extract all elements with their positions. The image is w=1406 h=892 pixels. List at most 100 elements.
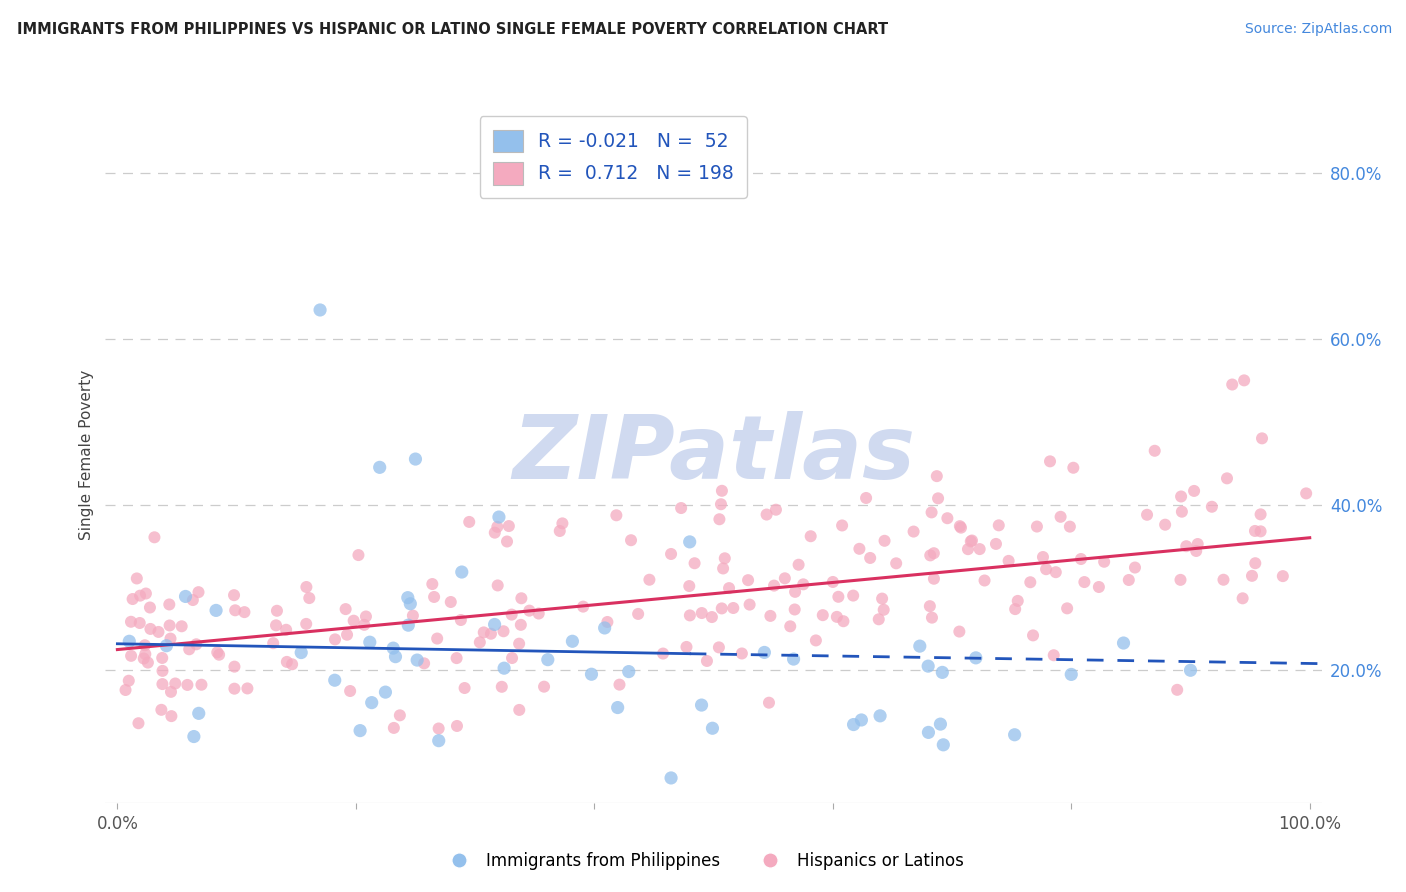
Point bbox=[908, 639, 931, 653]
Point bbox=[1039, 454, 1062, 468]
Point bbox=[354, 609, 377, 624]
Point bbox=[508, 703, 530, 717]
Point bbox=[396, 591, 419, 605]
Point bbox=[596, 615, 619, 629]
Point bbox=[1212, 573, 1234, 587]
Point bbox=[1233, 373, 1256, 387]
Point bbox=[606, 700, 628, 714]
Point bbox=[368, 460, 391, 475]
Point bbox=[548, 524, 571, 538]
Point bbox=[152, 664, 174, 678]
Point bbox=[323, 673, 346, 688]
Point bbox=[222, 588, 245, 602]
Point bbox=[1088, 580, 1111, 594]
Point bbox=[700, 610, 723, 624]
Point bbox=[468, 635, 491, 649]
Point bbox=[859, 551, 882, 566]
Point bbox=[450, 565, 472, 579]
Point bbox=[922, 572, 945, 586]
Point bbox=[759, 608, 782, 623]
Point bbox=[851, 713, 873, 727]
Point bbox=[183, 730, 205, 744]
Point bbox=[118, 634, 141, 648]
Point bbox=[572, 599, 595, 614]
Point bbox=[1295, 486, 1317, 500]
Point bbox=[399, 597, 422, 611]
Point bbox=[561, 634, 583, 648]
Point bbox=[501, 607, 523, 622]
Point bbox=[190, 678, 212, 692]
Point bbox=[479, 626, 502, 640]
Point bbox=[492, 624, 515, 639]
Point bbox=[160, 709, 183, 723]
Point bbox=[118, 673, 141, 688]
Point bbox=[187, 706, 209, 721]
Point bbox=[710, 483, 733, 498]
Point bbox=[821, 574, 844, 589]
Point bbox=[1250, 508, 1272, 522]
Point bbox=[125, 571, 148, 585]
Point bbox=[423, 590, 446, 604]
Point bbox=[1170, 573, 1192, 587]
Point bbox=[737, 573, 759, 587]
Point bbox=[755, 508, 778, 522]
Point bbox=[827, 590, 849, 604]
Point bbox=[842, 717, 865, 731]
Point bbox=[165, 676, 187, 690]
Point bbox=[869, 708, 891, 723]
Point bbox=[1049, 509, 1071, 524]
Point bbox=[1070, 552, 1092, 566]
Point bbox=[825, 610, 848, 624]
Point bbox=[917, 725, 939, 739]
Point bbox=[678, 579, 700, 593]
Point bbox=[925, 469, 948, 483]
Point bbox=[922, 546, 945, 560]
Point bbox=[754, 645, 776, 659]
Point bbox=[1244, 556, 1267, 570]
Point bbox=[458, 515, 481, 529]
Point bbox=[949, 519, 972, 533]
Point bbox=[1004, 728, 1026, 742]
Point bbox=[1250, 524, 1272, 539]
Point bbox=[1022, 628, 1045, 642]
Point bbox=[1118, 573, 1140, 587]
Point bbox=[207, 645, 229, 659]
Point bbox=[427, 733, 450, 747]
Point bbox=[783, 602, 806, 616]
Point bbox=[527, 607, 550, 621]
Point bbox=[960, 533, 983, 548]
Point bbox=[491, 680, 513, 694]
Point bbox=[723, 601, 745, 615]
Point bbox=[135, 586, 157, 600]
Point bbox=[170, 619, 193, 633]
Point bbox=[1026, 519, 1049, 533]
Point bbox=[696, 654, 718, 668]
Point bbox=[508, 637, 530, 651]
Point bbox=[484, 617, 506, 632]
Point bbox=[446, 651, 468, 665]
Point bbox=[517, 604, 540, 618]
Point bbox=[1171, 505, 1194, 519]
Point bbox=[831, 518, 853, 533]
Point bbox=[402, 608, 425, 623]
Point bbox=[1032, 549, 1054, 564]
Point bbox=[155, 639, 177, 653]
Point bbox=[956, 542, 979, 557]
Point bbox=[965, 651, 987, 665]
Point bbox=[134, 647, 156, 661]
Point bbox=[948, 624, 970, 639]
Point bbox=[128, 615, 150, 630]
Point bbox=[1143, 443, 1166, 458]
Point bbox=[537, 653, 560, 667]
Point bbox=[262, 636, 284, 650]
Point bbox=[1187, 537, 1209, 551]
Point bbox=[609, 678, 631, 692]
Point bbox=[1232, 591, 1254, 606]
Point bbox=[120, 648, 142, 663]
Point bbox=[731, 647, 754, 661]
Point bbox=[143, 530, 166, 544]
Point bbox=[309, 303, 332, 318]
Point bbox=[873, 603, 896, 617]
Point bbox=[121, 592, 143, 607]
Point bbox=[870, 591, 893, 606]
